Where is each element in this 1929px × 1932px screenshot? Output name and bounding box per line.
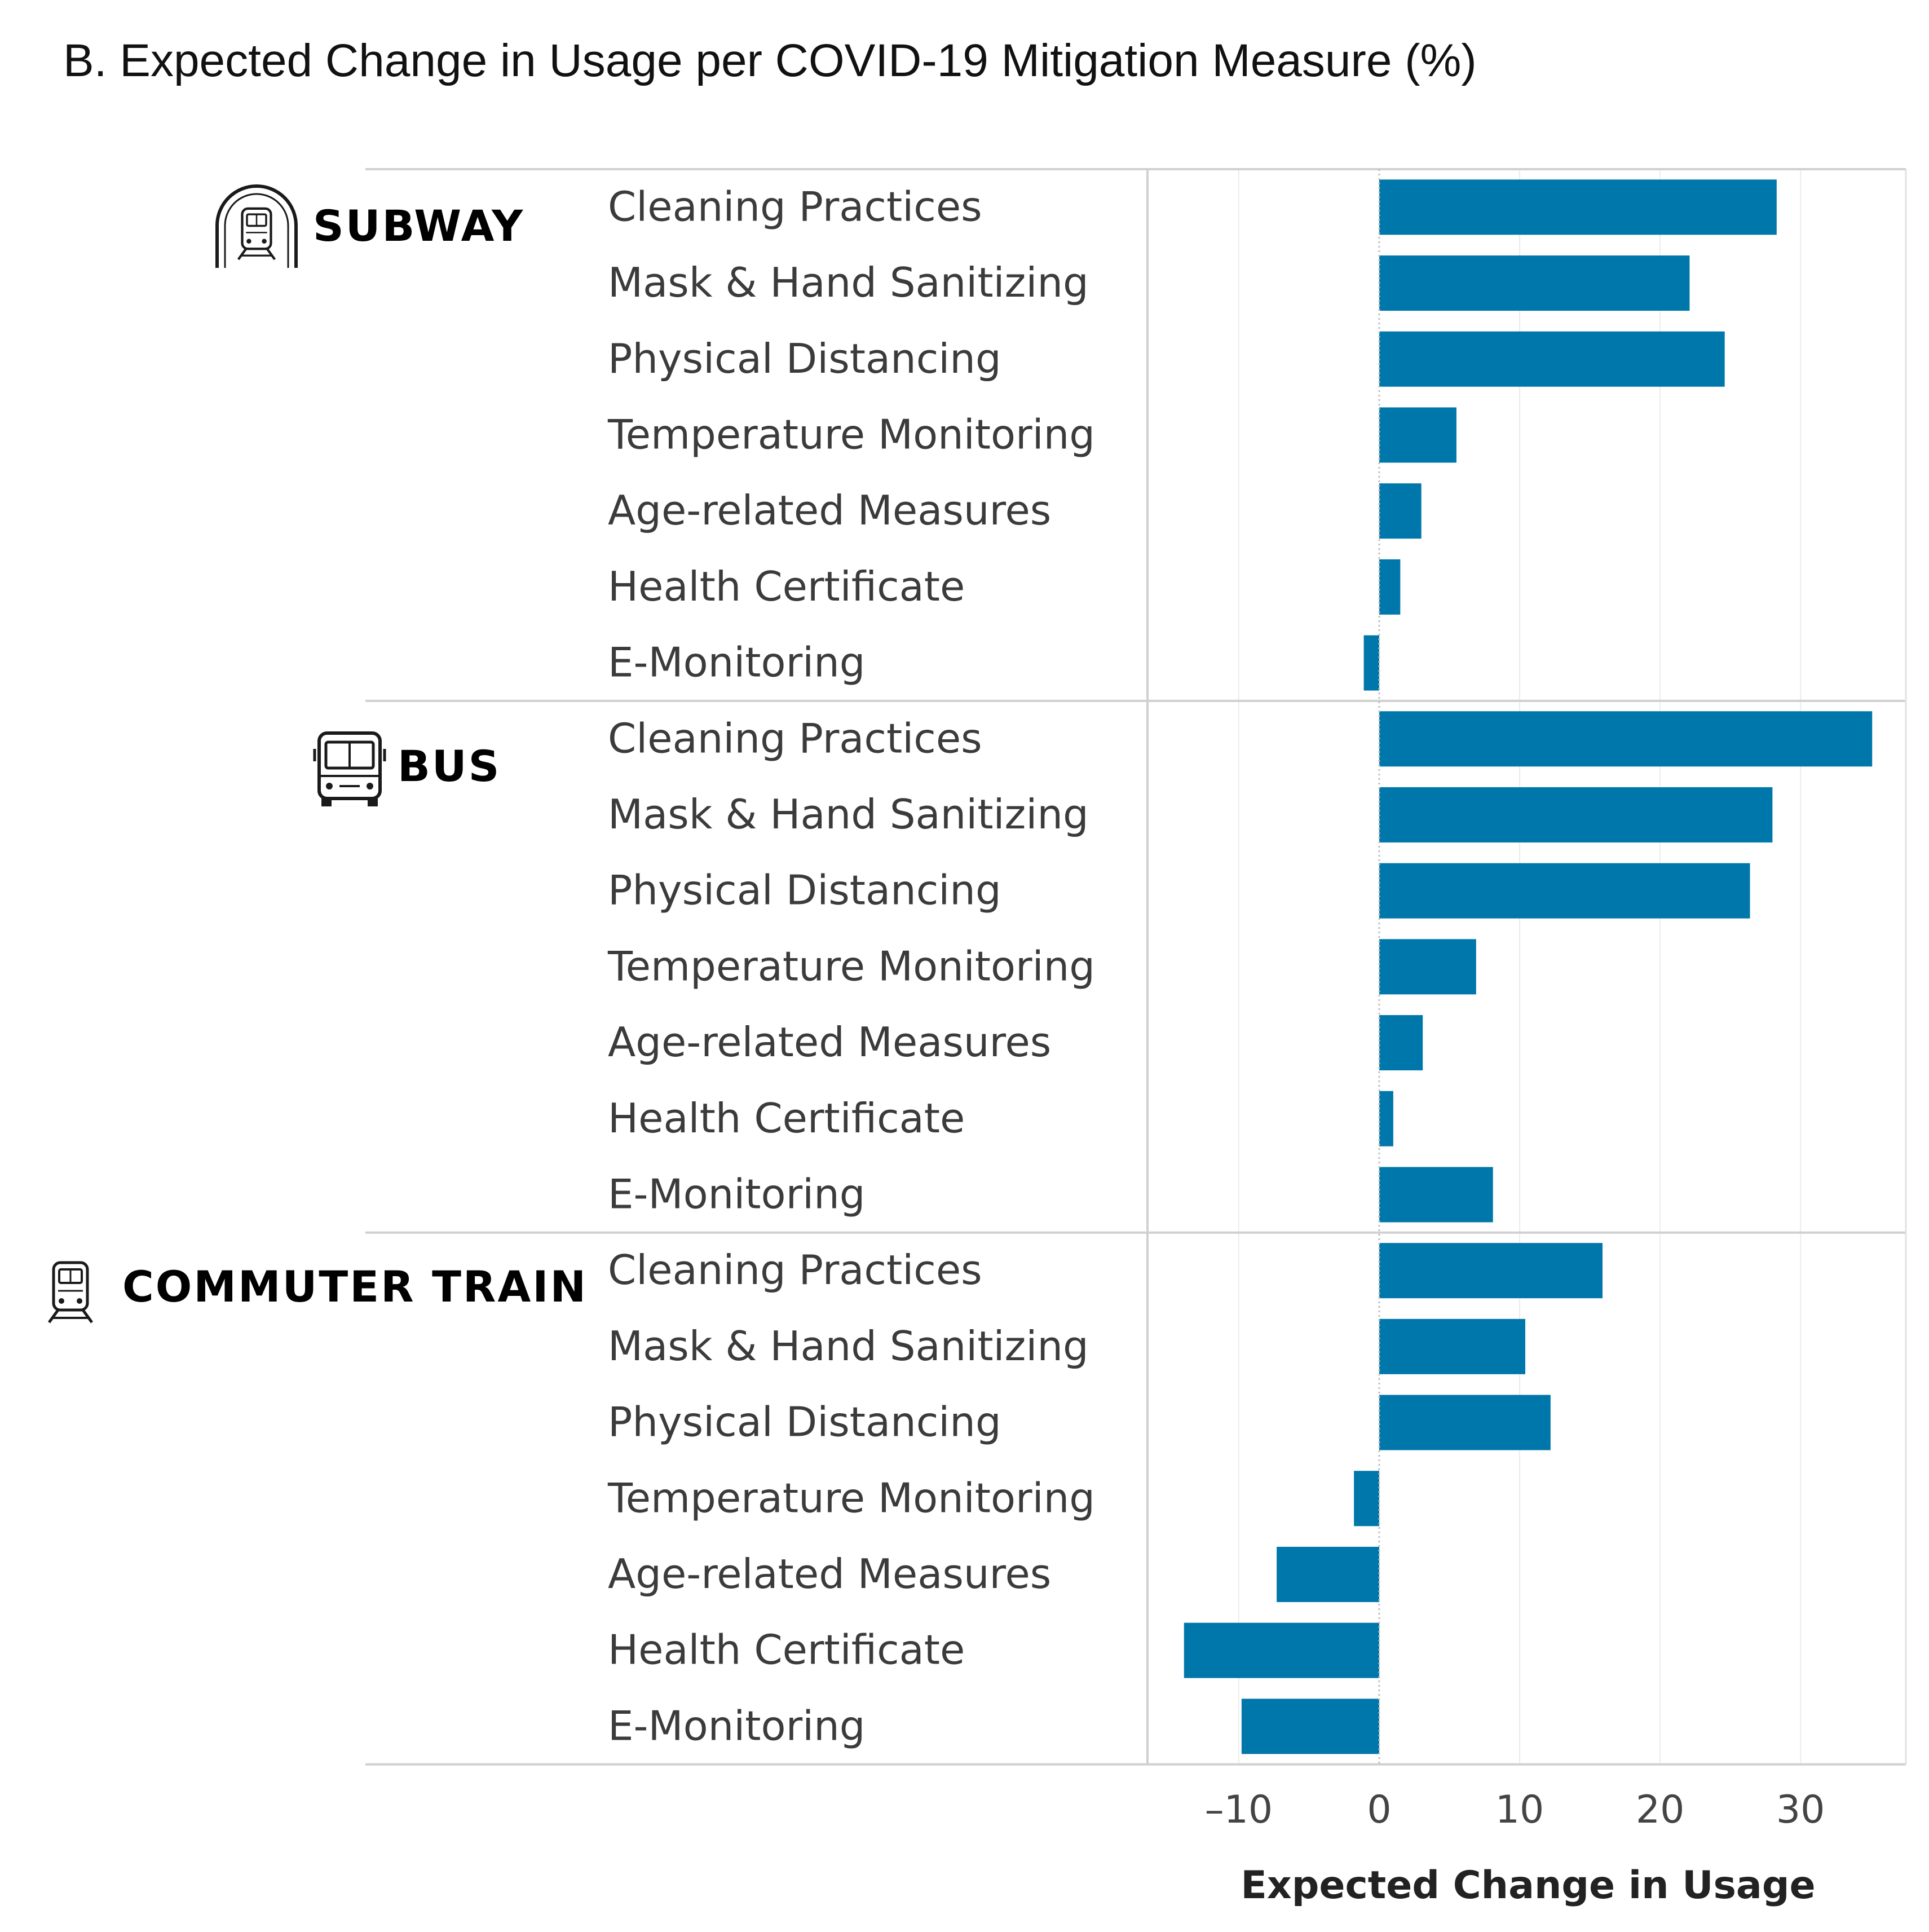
category-label: Mask & Hand Sanitizing [608,791,1089,838]
category-label: Age-related Measures [608,1550,1051,1598]
x-tick-label: 20 [1636,1788,1685,1832]
icon-light [262,239,267,244]
bar [1184,1622,1379,1678]
category-label: Health Certificate [608,563,965,610]
x-tick-label: 30 [1776,1788,1825,1832]
category-label: Temperature Monitoring [607,1474,1095,1521]
icon-rail [237,248,248,261]
category-label: Cleaning Practices [608,1246,982,1294]
icon-light [326,783,333,789]
bar [1379,483,1422,539]
icon-tunnel [215,184,298,268]
bar [1379,939,1476,995]
icon-light [246,239,251,244]
icon-body [241,207,272,250]
bar [1354,1471,1379,1527]
bar [1277,1546,1379,1602]
bar [1379,1243,1603,1299]
category-label: E-Monitoring [608,1170,866,1218]
bar [1379,179,1777,235]
bar [1379,1015,1423,1071]
category-label: Cleaning Practices [608,714,982,762]
category-label: E-Monitoring [608,1702,866,1749]
x-tick-label: 10 [1495,1788,1544,1832]
category-label: Temperature Monitoring [607,942,1095,990]
x-axis-title: Expected Change in Usage [1241,1863,1815,1908]
chart-title: B. Expected Change in Usage per COVID-19… [63,35,1477,86]
bus-icon [313,731,386,806]
commuter-train-icon [47,1261,94,1324]
bar [1379,407,1456,463]
x-tick-label: 0 [1367,1788,1391,1832]
bar [1379,1395,1551,1450]
category-label: Mask & Hand Sanitizing [608,1322,1089,1370]
bar [1379,559,1401,615]
subway-icon [215,184,298,268]
icon-tunnel-inner [224,193,289,268]
icon-rail [47,1309,60,1324]
category-label: Physical Distancing [608,335,1001,382]
icon-body [317,731,382,800]
category-label: Cleaning Practices [608,183,982,230]
category-label: Physical Distancing [608,1399,1001,1446]
category-label: Age-related Measures [608,1018,1051,1066]
icon-light [77,1298,82,1304]
icon-light [367,783,373,789]
bar [1363,635,1379,691]
category-label: Health Certificate [608,1626,965,1674]
icon-wheel [321,799,332,806]
icon-train [237,207,276,261]
icon-light [59,1298,64,1304]
category-label: E-Monitoring [608,639,866,686]
x-tick-label: –10 [1205,1788,1273,1832]
category-label: Mask & Hand Sanitizing [608,259,1089,306]
bar [1379,1167,1493,1223]
group-label: BUS [398,741,501,791]
bar [1379,1318,1526,1374]
icon-rail [266,248,276,261]
category-label: Physical Distancing [608,867,1001,914]
icon-wheel [368,799,378,806]
category-label: Temperature Monitoring [607,411,1095,458]
bar [1379,255,1690,311]
bar [1379,787,1773,843]
bar [1241,1699,1379,1754]
category-label: Age-related Measures [608,487,1051,534]
icon-body [52,1261,89,1312]
bar [1379,863,1750,919]
category-label: Health Certificate [608,1095,965,1142]
group-label: COMMUTER TRAIN [122,1261,588,1312]
icon-rail [81,1309,94,1324]
bar [1379,331,1725,387]
group-label: SUBWAY [313,201,524,251]
bar [1379,1091,1393,1146]
bar [1379,711,1873,767]
